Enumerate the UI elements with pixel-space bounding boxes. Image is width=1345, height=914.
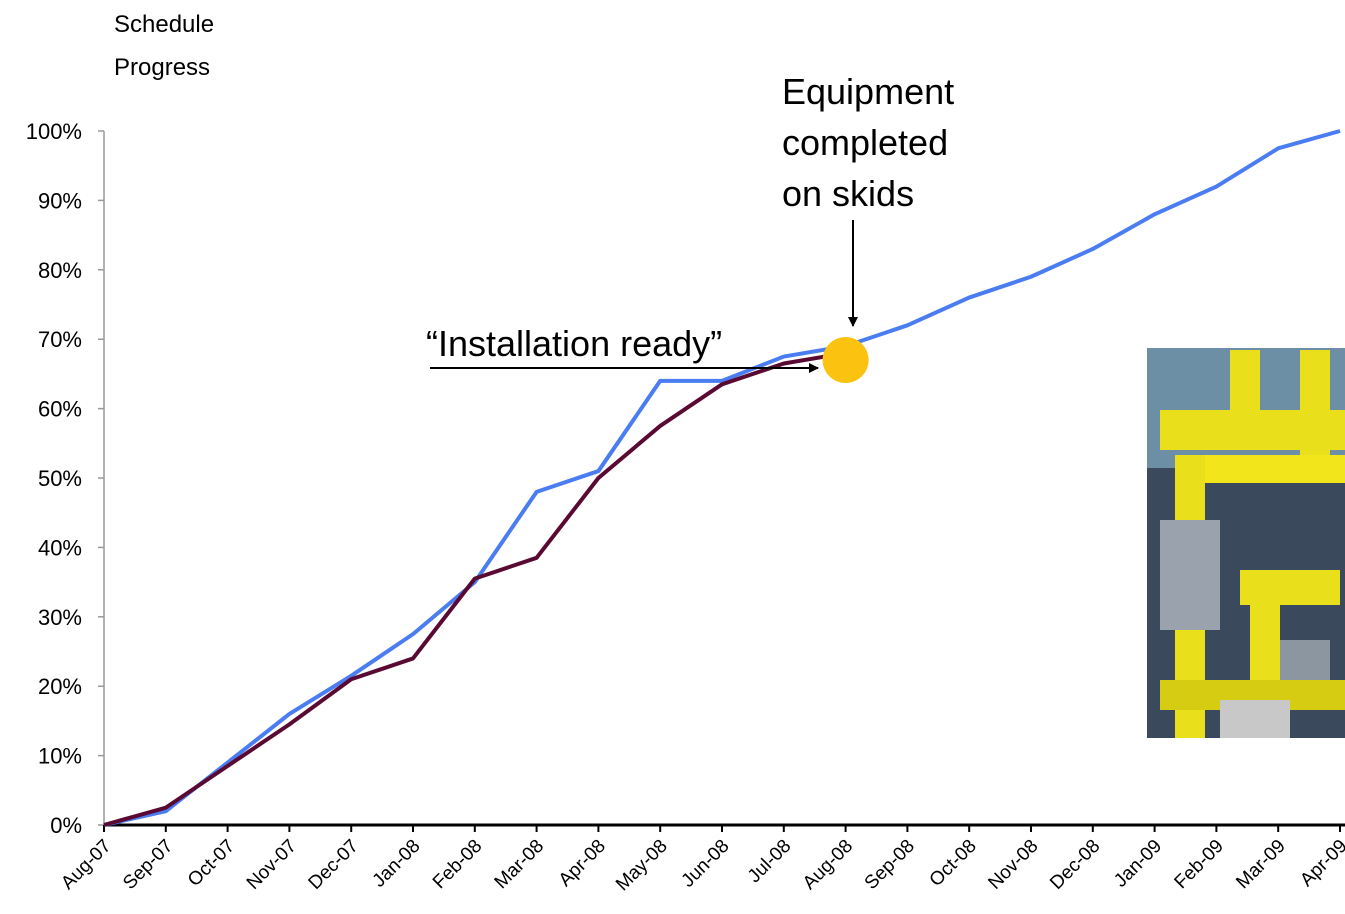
x-tick-label: Jan-08: [369, 836, 425, 892]
y-axis-label: Schedule: [114, 11, 214, 38]
x-tick-label: Aug-08: [799, 836, 857, 894]
y-tick-label: 80%: [38, 258, 82, 283]
y-tick-label: 100%: [26, 119, 82, 144]
x-tick-label: Jan-09: [1110, 836, 1166, 892]
series-line: [103, 351, 846, 827]
y-axis-label: Progress: [114, 54, 210, 81]
x-tick-label: Feb-08: [429, 836, 486, 893]
y-tick-label: 90%: [38, 188, 82, 213]
annotation: “Installation ready”: [426, 323, 722, 364]
x-tick-label: Mar-08: [491, 836, 548, 893]
y-tick-label: 30%: [38, 605, 82, 630]
x-tick-label: Nov-07: [243, 836, 301, 894]
y-tick-label: 60%: [38, 397, 82, 422]
photo: [1147, 348, 1345, 738]
x-tick-label: Dec-08: [1046, 836, 1104, 894]
series-line: [103, 129, 1341, 827]
x-tick-label: Nov-08: [984, 836, 1042, 894]
annotation: Equipment: [782, 71, 954, 112]
y-tick-label: 70%: [38, 327, 82, 352]
x-tick-label: Feb-09: [1171, 836, 1228, 893]
x-tick-label: Mar-09: [1232, 836, 1289, 893]
x-tick-label: Oct-07: [184, 836, 239, 891]
y-tick-label: 0%: [50, 813, 82, 838]
x-tick-label: Apr-08: [555, 836, 610, 891]
y-tick-label: 10%: [38, 744, 82, 769]
x-tick-label: Sep-07: [119, 836, 177, 894]
x-tick-label: Jul-08: [744, 836, 795, 887]
x-tick-label: May-08: [612, 836, 672, 896]
y-tick-label: 40%: [38, 535, 82, 560]
highlight-marker: [822, 337, 869, 384]
x-tick-label: Dec-07: [305, 836, 363, 894]
y-tick-label: 20%: [38, 674, 82, 699]
x-tick-label: Oct-08: [926, 836, 981, 891]
x-tick-label: Aug-07: [57, 836, 115, 894]
y-tick-label: 50%: [38, 466, 82, 491]
annotation: on skids: [782, 173, 914, 214]
x-tick-label: Sep-08: [861, 836, 919, 894]
x-tick-label: Jun-08: [678, 836, 734, 892]
x-tick-label: Apr-09: [1296, 836, 1345, 891]
annotation: completed: [782, 122, 948, 163]
